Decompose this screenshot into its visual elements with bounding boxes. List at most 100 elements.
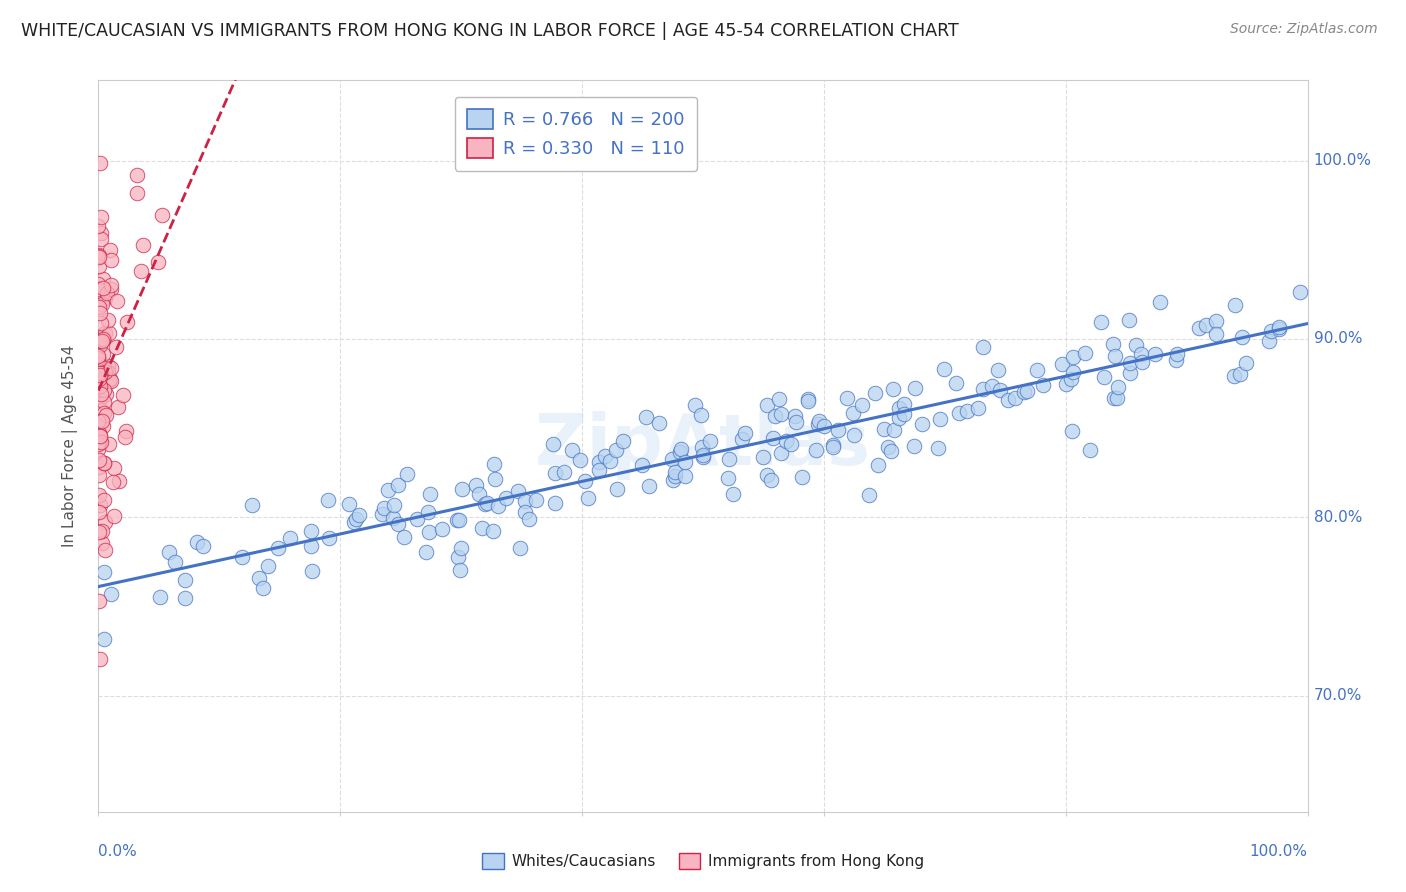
Point [769,446,792,460]
Point [299,539,322,553]
Point [97,312,120,326]
Point [468,487,491,501]
Point [872,422,894,436]
Point [105,293,128,308]
Point [692,450,714,464]
Text: 80.0%: 80.0% [1313,510,1362,524]
Point [450,541,472,556]
Point [257,559,280,574]
Point [775,434,797,449]
Point [1268,322,1291,336]
Point [94,365,117,379]
Point [669,442,692,457]
Point [1257,334,1279,348]
Point [90,363,112,377]
Point [157,544,180,558]
Point [149,590,172,604]
Point [756,398,779,412]
Text: 70.0%: 70.0% [1313,689,1362,703]
Point [699,434,721,448]
Point [94,408,117,422]
Point [1149,294,1171,309]
Point [97,365,120,379]
Point [605,442,627,457]
Point [91,332,114,346]
Point [1130,355,1153,369]
Point [87,377,110,392]
Point [821,437,844,451]
Point [780,436,803,450]
Point [89,498,111,512]
Point [1129,347,1152,361]
Point [418,505,440,519]
Point [100,361,122,376]
Point [90,226,112,240]
Point [87,357,110,371]
Point [1223,368,1246,383]
Point [997,393,1019,408]
Point [880,444,903,458]
Point [517,512,540,526]
Point [90,390,112,404]
Point [89,434,111,448]
Point [173,574,195,588]
Point [987,363,1010,377]
Point [1090,315,1112,329]
Point [1125,338,1147,352]
Point [91,419,114,434]
Point [1105,391,1128,405]
Point [1004,391,1026,405]
Point [103,461,125,475]
Point [93,565,115,579]
Point [87,505,110,519]
Point [87,372,110,386]
Point [94,326,117,340]
Point [87,259,110,273]
Point [100,374,122,388]
Point [844,428,866,442]
Point [648,416,671,430]
Point [97,326,120,341]
Point [112,388,135,402]
Point [93,456,115,470]
Point [90,368,112,382]
Text: ZipAtlas: ZipAtlas [536,411,870,481]
Point [337,497,360,511]
Point [763,409,786,424]
Point [127,168,149,182]
Point [634,410,657,425]
Point [664,469,686,483]
Point [129,264,152,278]
Point [797,393,820,408]
Point [316,492,339,507]
Point [107,401,129,415]
Point [903,381,925,395]
Text: WHITE/CAUCASIAN VS IMMIGRANTS FROM HONG KONG IN LABOR FORCE | AGE 45-54 CORRELAT: WHITE/CAUCASIAN VS IMMIGRANTS FROM HONG … [21,22,959,40]
Point [605,483,627,497]
Point [132,238,155,252]
Point [475,496,498,510]
Point [186,534,208,549]
Point [717,451,740,466]
Point [87,349,110,363]
Point [107,474,129,488]
Text: 100.0%: 100.0% [1250,844,1308,859]
Point [125,186,148,200]
Point [721,486,744,500]
Point [301,564,323,578]
Point [100,587,122,601]
Point [465,478,488,492]
Point [93,360,115,375]
Point [827,423,849,437]
Point [114,424,136,438]
Point [882,382,904,396]
Point [576,491,599,505]
Point [1268,319,1291,334]
Point [1260,324,1282,338]
Point [100,282,122,296]
Point [1289,285,1312,299]
Text: Source: ZipAtlas.com: Source: ZipAtlas.com [1230,22,1378,37]
Point [752,450,775,465]
Point [945,376,967,391]
Point [1062,351,1084,365]
